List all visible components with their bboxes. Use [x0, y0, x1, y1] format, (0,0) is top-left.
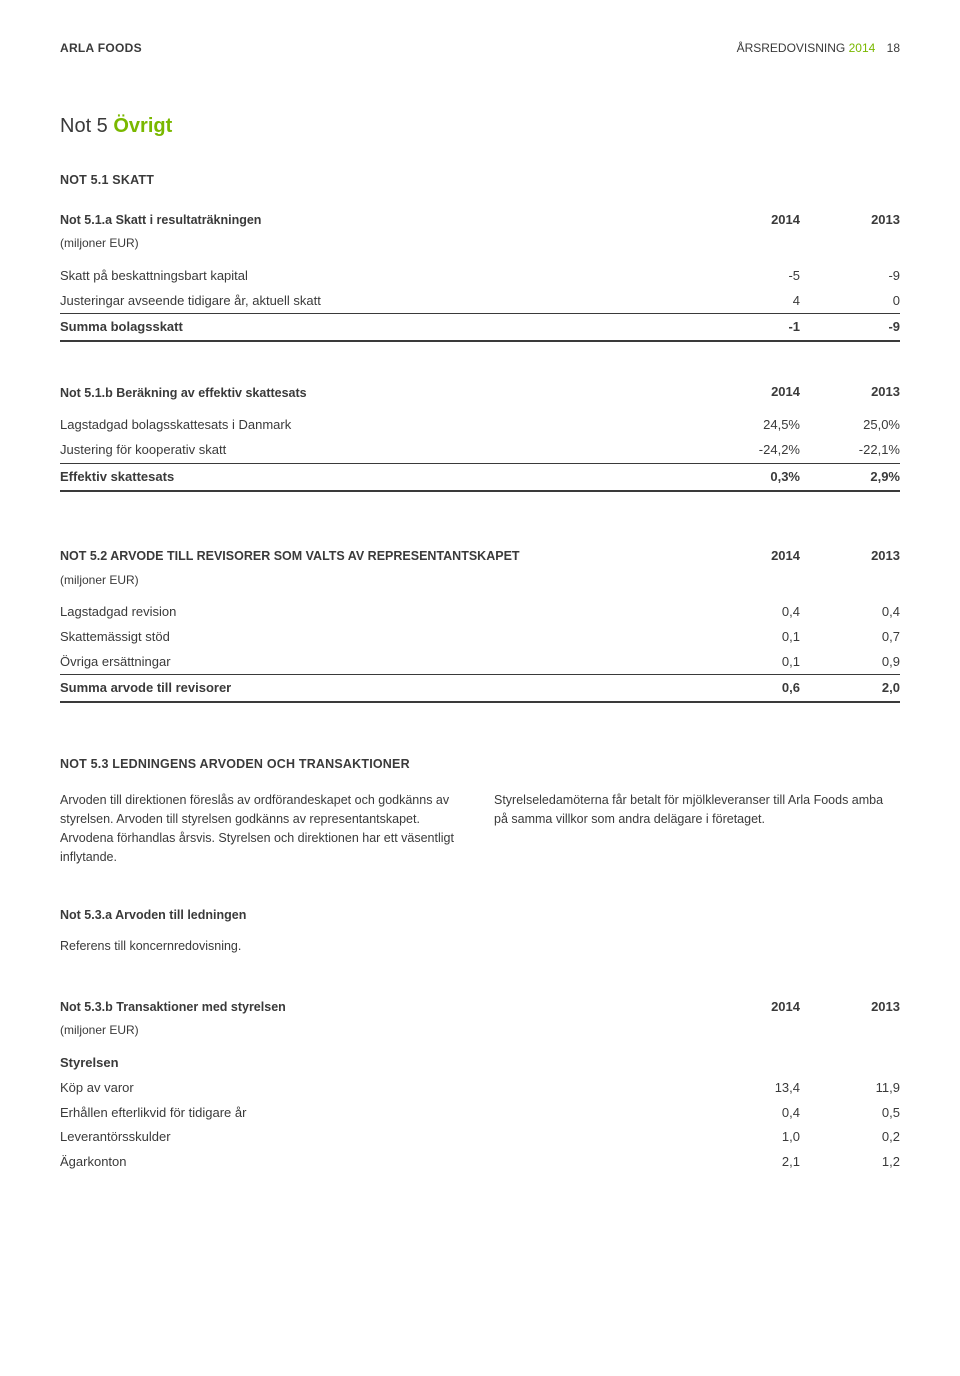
section-5-3-heading: NOT 5.3 LEDNINGENS ARVODEN OCH TRANSAKTI…	[60, 755, 900, 773]
table-title: NOT 5.2 ARVODE TILL REVISORER SOM VALTS …	[60, 544, 700, 569]
table-5-2: NOT 5.2 ARVODE TILL REVISORER SOM VALTS …	[60, 544, 900, 704]
reference-text: Referens till koncernredovisning.	[60, 937, 900, 955]
col-year-2: 2013	[800, 380, 900, 405]
col-year-2: 2013	[800, 995, 900, 1020]
table-row: Skattemässigt stöd 0,1 0,7	[60, 625, 900, 650]
note-highlight: Övrigt	[113, 115, 172, 137]
table-title: Not 5.1.a Skatt i resultaträkningen	[60, 208, 700, 233]
col-year-1: 2014	[700, 208, 800, 233]
report-title: ÅRSREDOVISNING 2014 18	[737, 40, 900, 57]
table-5-1-a: Not 5.1.a Skatt i resultaträkningen 2014…	[60, 208, 900, 343]
section-5-1-heading: NOT 5.1 SKATT	[60, 171, 900, 189]
table-row: Ägarkonton 2,1 1,2	[60, 1150, 900, 1175]
section-5-1: NOT 5.1 SKATT Not 5.1.a Skatt i resultat…	[60, 171, 900, 491]
paragraph-right: Styrelseledamöterna får betalt för mjölk…	[494, 791, 900, 866]
table-row: Köp av varor 13,4 11,9	[60, 1076, 900, 1101]
brand: ARLA FOODS	[60, 40, 142, 57]
unit: (miljoner EUR)	[60, 569, 700, 592]
col-year-2: 2013	[800, 544, 900, 569]
section-5-3: NOT 5.3 LEDNINGENS ARVODEN OCH TRANSAKTI…	[60, 755, 900, 866]
paragraph-left: Arvoden till direktionen föreslås av ord…	[60, 791, 466, 866]
col-year-2: 2013	[800, 208, 900, 233]
subheading: Styrelsen	[60, 1051, 700, 1076]
two-column-paragraphs: Arvoden till direktionen föreslås av ord…	[60, 791, 900, 866]
table-total-row: Summa bolagsskatt -1 -9	[60, 314, 900, 341]
table-row: Skatt på beskattningsbart kapital -5 -9	[60, 264, 900, 289]
note-heading: Not 5 Övrigt	[60, 112, 900, 141]
sub-title: Not 5.3.a Arvoden till ledningen	[60, 906, 900, 924]
page-number: 18	[887, 41, 900, 55]
unit: (miljoner EUR)	[60, 232, 700, 255]
report-label: ÅRSREDOVISNING	[737, 41, 846, 55]
col-year-1: 2014	[700, 995, 800, 1020]
table-row: Lagstadgad revision 0,4 0,4	[60, 600, 900, 625]
section-5-3-b: Not 5.3.b Transaktioner med styrelsen 20…	[60, 995, 900, 1175]
table-title: Not 5.1.b Beräkning av effektiv skattesa…	[60, 380, 700, 405]
report-year: 2014	[849, 41, 876, 55]
table-total-row: Summa arvode till revisorer 0,6 2,0	[60, 675, 900, 702]
col-year-1: 2014	[700, 380, 800, 405]
table-title: Not 5.3.b Transaktioner med styrelsen	[60, 995, 700, 1020]
table-row: Lagstadgad bolagsskattesats i Danmark 24…	[60, 413, 900, 438]
table-5-3-b: Not 5.3.b Transaktioner med styrelsen 20…	[60, 995, 900, 1175]
table-row: Justeringar avseende tidigare år, aktuel…	[60, 289, 900, 314]
table-row: Justering för kooperativ skatt -24,2% -2…	[60, 438, 900, 463]
table-row: Övriga ersättningar 0,1 0,9	[60, 650, 900, 675]
table-row: Leverantörsskulder 1,0 0,2	[60, 1125, 900, 1150]
table-total-row: Effektiv skattesats 0,3% 2,9%	[60, 463, 900, 490]
section-5-3-a: Not 5.3.a Arvoden till ledningen Referen…	[60, 906, 900, 954]
page-header: ARLA FOODS ÅRSREDOVISNING 2014 18	[60, 40, 900, 57]
table-row: Erhållen efterlikvid för tidigare år 0,4…	[60, 1101, 900, 1126]
unit: (miljoner EUR)	[60, 1019, 700, 1042]
table-5-1-b: Not 5.1.b Beräkning av effektiv skattesa…	[60, 380, 900, 491]
col-year-1: 2014	[700, 544, 800, 569]
section-5-2: NOT 5.2 ARVODE TILL REVISORER SOM VALTS …	[60, 544, 900, 704]
note-prefix: Not 5	[60, 115, 108, 137]
